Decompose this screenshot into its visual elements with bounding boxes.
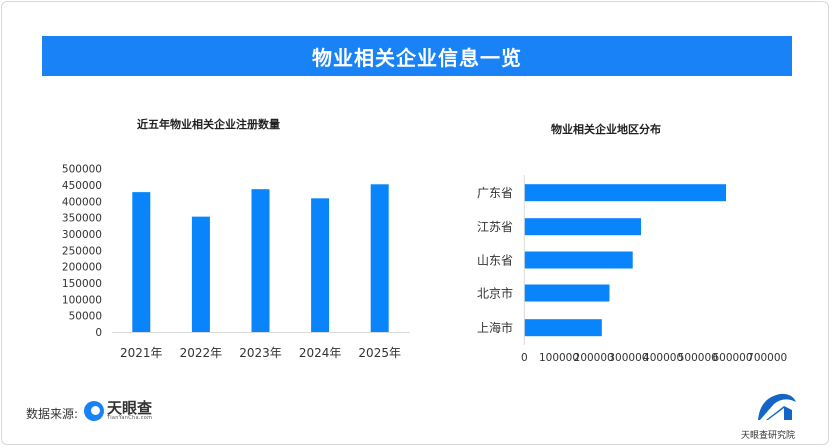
y-tick-label: 350000 [62, 213, 102, 225]
y-tick-label: 250000 [62, 245, 102, 257]
bar-广东省 [524, 184, 727, 202]
bar-2022年 [191, 216, 210, 332]
y-tick-label: 400000 [62, 196, 102, 208]
x-tick-label: 2025年 [358, 346, 401, 360]
tianyancha-logo: 天眼查 TianYanCha.com [84, 401, 152, 421]
x-tick-label: 2021年 [120, 346, 163, 360]
y-tick-label: 上海市 [477, 320, 513, 335]
page-title: 物业相关企业信息一览 [42, 36, 792, 76]
x-tick-label: 100000 [539, 352, 579, 364]
institute-logo-text: 天眼查研究院 [740, 431, 795, 441]
y-tick-label: 450000 [62, 180, 102, 192]
x-tick-label: 2023年 [239, 346, 282, 360]
x-tick-label: 600000 [712, 352, 752, 364]
y-tick-label: 山东省 [477, 254, 513, 268]
bar-2023年 [251, 189, 270, 332]
y-tick-label: 100000 [62, 294, 102, 306]
y-tick-label: 200000 [62, 262, 102, 274]
y-tick-label: 300000 [62, 229, 102, 241]
x-tick-label: 700000 [747, 352, 787, 364]
tianyancha-logo-icon [84, 401, 104, 421]
x-tick-label: 2022年 [180, 346, 223, 360]
x-tick-label: 500000 [678, 352, 718, 364]
institute-logo: 天眼查研究院 [738, 392, 798, 441]
hbar-chart-title: 物业相关企业地区分布 [551, 123, 661, 136]
bar-上海市 [524, 319, 602, 337]
y-tick-label: 0 [95, 327, 102, 339]
institute-logo-icon [758, 393, 796, 420]
bar-江苏省 [524, 218, 642, 236]
y-tick-label: 广东省 [477, 186, 513, 200]
y-tick-label: 江苏省 [477, 220, 513, 234]
bar-2021年 [132, 192, 151, 332]
bar-山东省 [524, 251, 633, 269]
bar-2024年 [311, 198, 330, 332]
x-tick-label: 400000 [643, 352, 683, 364]
bar-北京市 [524, 284, 610, 302]
logo-subtext: TianYanCha.com [107, 415, 153, 421]
x-tick-label: 200000 [574, 352, 614, 364]
source-label: 数据来源: [26, 407, 79, 421]
y-tick-label: 50000 [69, 311, 102, 323]
logo-text: 天眼查 [107, 399, 153, 417]
bar-chart-title: 近五年物业相关企业注册数量 [137, 118, 280, 131]
y-tick-label: 150000 [62, 278, 102, 290]
y-tick-label: 500000 [62, 164, 102, 176]
x-tick-label: 2024年 [299, 346, 342, 360]
bar-2025年 [370, 184, 389, 332]
y-tick-label: 北京市 [477, 286, 513, 301]
x-tick-label: 0 [521, 352, 528, 364]
x-tick-label: 300000 [608, 352, 648, 364]
